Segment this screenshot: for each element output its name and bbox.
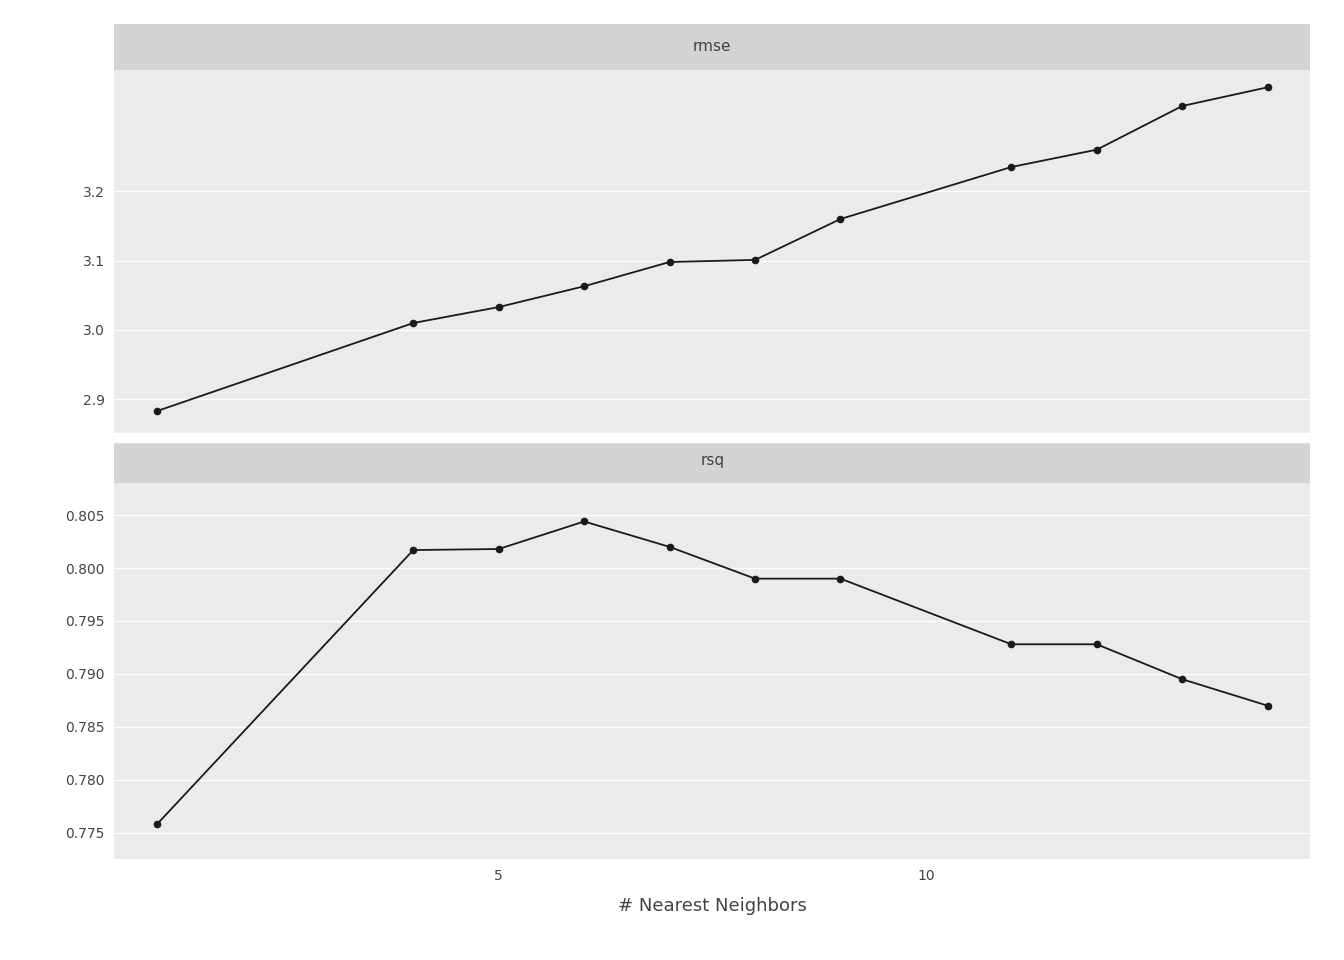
X-axis label: # Nearest Neighbors: # Nearest Neighbors (618, 897, 806, 915)
Text: rsq: rsq (700, 453, 724, 468)
Text: rmse: rmse (694, 39, 731, 55)
